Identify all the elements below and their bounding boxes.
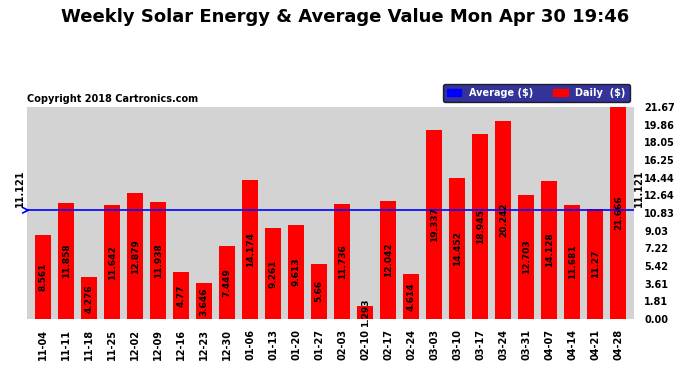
Text: 11.121: 11.121 <box>634 170 644 207</box>
Bar <box>219 246 235 319</box>
Text: 12.042: 12.042 <box>384 243 393 278</box>
Bar <box>380 201 396 319</box>
Text: 9.261: 9.261 <box>268 260 277 288</box>
Text: 12.703: 12.703 <box>522 240 531 274</box>
Bar <box>35 235 51 319</box>
Bar <box>495 121 511 319</box>
Text: 9.613: 9.613 <box>292 258 301 286</box>
Bar <box>173 273 189 319</box>
Text: 11.27: 11.27 <box>591 250 600 278</box>
Bar <box>403 274 420 319</box>
Text: 19.337: 19.337 <box>430 207 439 242</box>
Text: 1.293: 1.293 <box>361 298 370 327</box>
Text: 11.736: 11.736 <box>337 244 346 279</box>
Bar <box>472 134 489 319</box>
Text: Copyright 2018 Cartronics.com: Copyright 2018 Cartronics.com <box>27 94 198 104</box>
Legend: Average ($), Daily  ($): Average ($), Daily ($) <box>443 84 629 102</box>
Bar <box>196 284 213 319</box>
Bar <box>449 178 465 319</box>
Text: 4.276: 4.276 <box>85 284 94 312</box>
Bar <box>541 181 558 319</box>
Text: 7.449: 7.449 <box>223 268 232 297</box>
Bar <box>334 204 351 319</box>
Text: 14.174: 14.174 <box>246 232 255 267</box>
Text: 11.938: 11.938 <box>154 243 163 278</box>
Text: 11.681: 11.681 <box>568 244 577 279</box>
Bar <box>288 225 304 319</box>
Text: 20.242: 20.242 <box>499 203 508 237</box>
Text: 11.858: 11.858 <box>61 244 70 278</box>
Bar <box>242 180 258 319</box>
Bar <box>311 264 327 319</box>
Text: Weekly Solar Energy & Average Value Mon Apr 30 19:46: Weekly Solar Energy & Average Value Mon … <box>61 8 629 26</box>
Bar <box>587 209 603 319</box>
Bar <box>58 203 75 319</box>
Text: 5.66: 5.66 <box>315 280 324 303</box>
Text: 4.614: 4.614 <box>406 282 416 311</box>
Text: 3.646: 3.646 <box>199 287 208 315</box>
Bar <box>426 130 442 319</box>
Bar <box>357 306 373 319</box>
Text: 18.945: 18.945 <box>476 209 485 244</box>
Text: 21.666: 21.666 <box>614 196 623 230</box>
Bar <box>610 107 627 319</box>
Bar <box>104 205 120 319</box>
Bar <box>127 193 144 319</box>
Bar <box>518 195 534 319</box>
Text: 11.121: 11.121 <box>14 170 25 207</box>
Text: 11.642: 11.642 <box>108 245 117 279</box>
Bar <box>81 277 97 319</box>
Bar <box>564 205 580 319</box>
Text: 14.128: 14.128 <box>545 232 554 267</box>
Text: 12.879: 12.879 <box>130 238 139 273</box>
Text: 4.77: 4.77 <box>177 285 186 307</box>
Bar <box>265 228 282 319</box>
Text: 14.452: 14.452 <box>453 231 462 266</box>
Bar <box>150 202 166 319</box>
Text: 8.561: 8.561 <box>39 263 48 291</box>
